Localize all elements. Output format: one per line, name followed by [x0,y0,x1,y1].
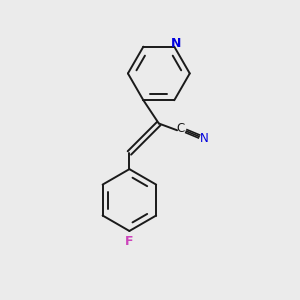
Text: F: F [125,235,134,248]
Text: C: C [177,122,185,135]
Text: N: N [171,37,182,50]
Text: N: N [200,132,209,145]
